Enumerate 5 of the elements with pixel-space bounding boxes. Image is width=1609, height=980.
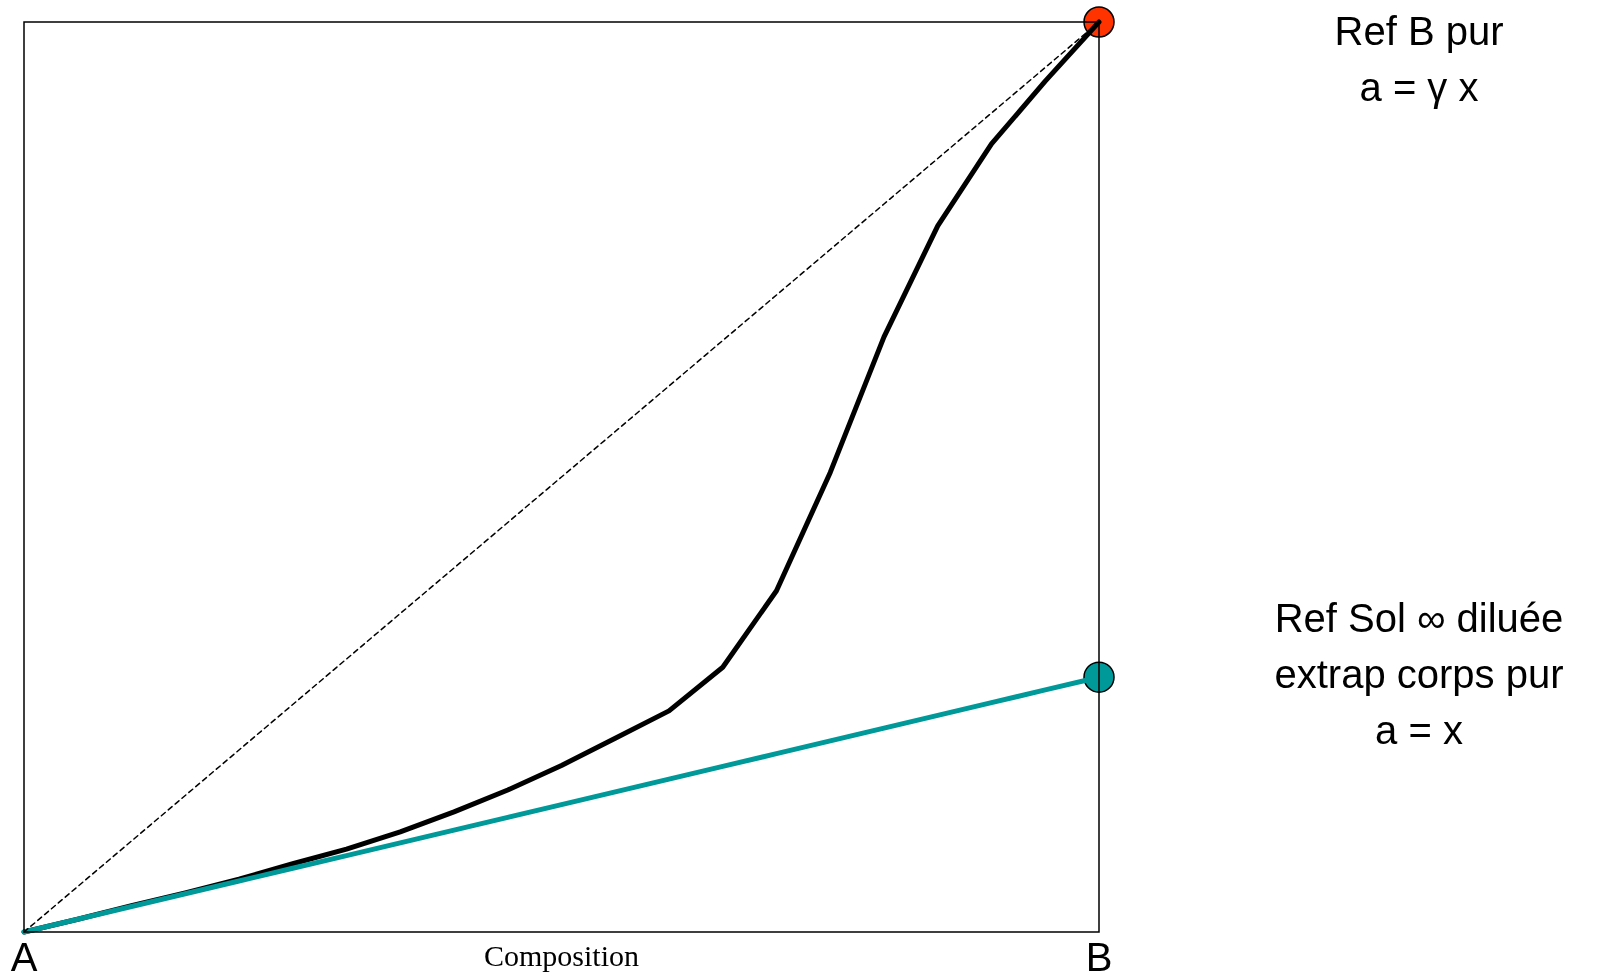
text: Ref B pur a = γ x xyxy=(1334,9,1504,110)
x-tick-label: B xyxy=(1085,935,1113,980)
text: Ref Sol ∞ diluée extrap corps pur a = x xyxy=(1274,596,1564,753)
x-axis-title: Composition xyxy=(483,938,640,972)
x-tick-label: A xyxy=(10,935,38,980)
